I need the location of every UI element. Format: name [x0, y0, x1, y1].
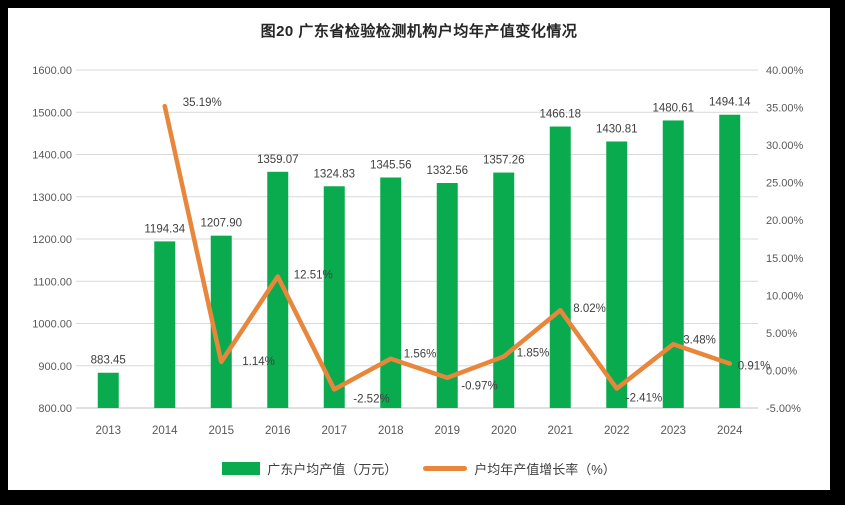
bar [380, 177, 402, 408]
bar-value-label: 1359.07 [257, 154, 299, 166]
x-axis-category-label: 2016 [265, 425, 291, 437]
bar [323, 186, 345, 408]
x-axis-category-label: 2023 [660, 425, 686, 437]
line-value-label: -2.52% [353, 393, 389, 405]
bar [719, 114, 741, 408]
right-axis-tick-label: 30.00% [766, 140, 804, 152]
bar-value-label: 1466.18 [539, 109, 581, 121]
chart-canvas: 1600.00 1500.00 1400.00 1300.00 1200.00 1100.… [32, 65, 804, 437]
x-axis-category-label: 2021 [547, 425, 573, 437]
x-axis-category-label: 2017 [321, 425, 347, 437]
right-axis-tick-label: 25.00% [766, 178, 804, 190]
x-axis-category-label: 2019 [434, 425, 460, 437]
line-series-label: 户均年产值增长率（%） [474, 462, 616, 477]
right-axis-tick-label: 20.00% [766, 215, 804, 227]
bar [97, 372, 119, 408]
line-value-label: 1.56% [404, 349, 437, 361]
bar [210, 235, 232, 408]
bar [493, 172, 515, 408]
right-axis-tick-label: 40.00% [766, 65, 804, 77]
left-axis-tick-label: 1300.00 [32, 192, 72, 204]
line-value-label: -0.97% [461, 381, 497, 393]
legend-item-line-series: 户均年产值增长率（%） [423, 459, 616, 478]
line-value-label: -2.41% [626, 393, 662, 405]
x-axis-category-label: 2015 [208, 425, 234, 437]
left-axis-tick-label: 1100.00 [33, 276, 72, 288]
right-axis-tick-label: 15.00% [766, 253, 804, 265]
right-axis-tick-label: 0.00% [766, 365, 797, 377]
bar-value-label: 883.45 [91, 355, 126, 367]
x-axis-category-label: 2022 [604, 425, 630, 437]
bar-value-label: 1332.56 [426, 165, 468, 177]
right-axis-tick-label: 5.00% [766, 328, 797, 340]
bar [606, 141, 628, 408]
left-axis-tick-label: 1000.00 [32, 319, 72, 331]
bar-value-label: 1345.56 [370, 160, 412, 172]
bar-series-swatch-icon [222, 462, 261, 475]
bar-value-label: 1194.34 [144, 223, 185, 235]
left-axis-tick-label: 900.00 [38, 361, 72, 373]
bar-value-label: 1357.26 [483, 155, 525, 167]
x-axis-category-label: 2013 [95, 425, 121, 437]
bar-series-label: 广东户均产值（万元） [267, 462, 398, 477]
bar [549, 126, 571, 409]
chart-title: 图20 广东省检验检测机构户均年产值变化情况 [260, 23, 578, 40]
line-value-label: 1.14% [242, 356, 275, 368]
line-value-label: 1.85% [517, 348, 550, 360]
line-value-label: 3.48% [683, 334, 716, 346]
line-value-label: 35.19% [183, 97, 222, 109]
line-value-label: 8.02% [573, 303, 606, 315]
left-axis-tick-label: 1200.00 [32, 234, 72, 246]
bar [436, 182, 458, 408]
right-axis-tick-label: 35.00% [766, 103, 804, 115]
left-axis-tick-label: 1400.00 [32, 150, 72, 162]
growth-rate-line [162, 103, 732, 392]
legend-item-bar-series: 广东户均产值（万元） [222, 459, 397, 478]
line-series-swatch-icon [423, 466, 468, 471]
right-axis-tick-label: -5.00% [766, 403, 801, 415]
line-value-label: 0.91% [738, 361, 771, 373]
line-value-label: 12.51% [294, 269, 333, 281]
legend: 广东户均产值（万元） 户均年产值增长率（%） [8, 459, 830, 478]
left-axis-tick-label: 1600.00 [32, 65, 72, 77]
bar-value-label: 1430.81 [596, 123, 638, 135]
x-axis-category-label: 2020 [491, 425, 517, 437]
bar-value-label: 1324.83 [313, 168, 355, 180]
bar [662, 120, 684, 409]
x-axis-category-label: 2018 [378, 425, 404, 437]
chart-area: 图20 广东省检验检测机构户均年产值变化情况 1600.00 1500.00 140… [8, 8, 830, 490]
x-axis-category-label: 2014 [152, 425, 178, 437]
right-axis-tick-label: 10.00% [766, 290, 804, 302]
bar [154, 241, 176, 408]
bar [267, 171, 289, 408]
x-axis-category-label: 2024 [717, 425, 743, 437]
left-axis-tick-label: 1500.00 [32, 107, 72, 119]
bar-value-label: 1207.90 [200, 218, 242, 230]
left-axis-tick-label: 800.00 [38, 403, 72, 415]
bar-value-label: 1480.61 [652, 102, 694, 114]
bar-value-label: 1494.14 [709, 97, 751, 109]
